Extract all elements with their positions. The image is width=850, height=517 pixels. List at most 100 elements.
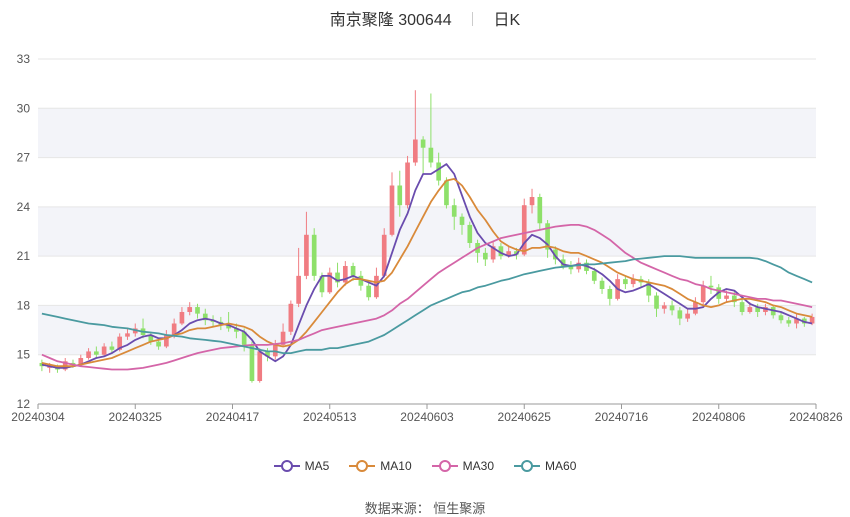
candle (412, 90, 418, 166)
candle-body (249, 344, 255, 381)
candle (685, 308, 690, 322)
candle-body (778, 315, 784, 321)
ma-line-ma10 (41, 178, 813, 368)
candle-body (280, 331, 286, 345)
candle-body (358, 275, 364, 286)
candle-body (179, 312, 185, 324)
candle (755, 303, 760, 317)
candle-body (483, 252, 488, 260)
candle (778, 312, 784, 324)
legend-item-ma60[interactable]: MA60 (514, 459, 576, 473)
candle (591, 267, 597, 285)
candle-body (101, 346, 107, 355)
candle (202, 308, 208, 326)
legend-item-ma10[interactable]: MA10 (349, 459, 412, 473)
candle-body (623, 279, 628, 285)
grid-band (38, 108, 816, 158)
candle-body (202, 313, 208, 321)
candle (428, 93, 434, 168)
candle (623, 275, 628, 289)
legend-item-ma30[interactable]: MA30 (431, 459, 495, 473)
x-tick-label: 20240325 (109, 410, 163, 424)
candle (257, 348, 263, 383)
candle-body (412, 139, 418, 163)
candle (265, 348, 270, 362)
x-tick-label: 20240603 (400, 410, 454, 424)
candle-body (350, 266, 356, 276)
candle-body (148, 335, 154, 342)
candle-body (685, 313, 690, 319)
candle (366, 282, 371, 301)
candle (327, 267, 333, 294)
x-tick-label: 20240417 (206, 410, 260, 424)
chart-legend: MA5 MA10 MA30 MA60 (0, 459, 850, 473)
y-tick-label: 12 (17, 397, 31, 411)
candle-body (786, 320, 792, 324)
candle-body (296, 275, 301, 304)
candle-body (335, 272, 340, 283)
candle-body (599, 280, 605, 289)
candle-body (436, 162, 442, 181)
legend-label: MA60 (545, 459, 577, 473)
candle (483, 247, 488, 266)
candle-body (125, 333, 130, 337)
candle (397, 170, 403, 217)
legend-marker-icon (514, 460, 541, 472)
candle-body (459, 216, 465, 225)
candle-body (327, 272, 333, 293)
chart-title: 南京聚隆 300644 (329, 12, 452, 29)
legend-item-ma5[interactable]: MA5 (273, 459, 329, 473)
candle-body (568, 266, 574, 270)
candle-body (156, 341, 161, 347)
x-tick-label: 20240716 (595, 410, 649, 424)
legend-label: MA30 (462, 459, 495, 473)
legend-label: MA10 (380, 459, 412, 473)
candle-body (257, 351, 263, 381)
candle (739, 298, 745, 316)
candle (545, 220, 550, 258)
candle-body (731, 295, 737, 303)
candle-body (654, 295, 659, 309)
y-tick-label: 27 (17, 151, 31, 165)
candle-body (109, 346, 115, 350)
moving-average-lines (41, 163, 813, 371)
candle (661, 302, 667, 314)
candle-body (241, 331, 247, 345)
candle (187, 302, 193, 316)
candle-body (319, 275, 325, 293)
candle (669, 300, 675, 316)
candle-body (342, 266, 348, 283)
candle (459, 213, 465, 235)
x-tick-label: 20240826 (789, 410, 843, 424)
candle-body (498, 246, 504, 257)
candle-body (607, 289, 613, 299)
candle-body (467, 224, 473, 243)
candle-body (490, 246, 496, 260)
candle-body (234, 328, 239, 332)
candle (288, 300, 294, 335)
candle-body (389, 185, 395, 235)
candle-body (366, 285, 371, 298)
grid-band (38, 305, 816, 355)
legend-marker-icon (349, 460, 376, 472)
candle-body (677, 310, 683, 319)
legend-marker-icon (431, 460, 458, 472)
candle-body (311, 234, 317, 276)
candle-body (724, 295, 729, 299)
candle (475, 239, 480, 263)
candle (654, 292, 659, 317)
candle (148, 331, 154, 345)
title-separator (472, 12, 474, 26)
x-tick-label: 20240304 (11, 410, 65, 424)
candle (342, 261, 348, 286)
candle-body (451, 205, 457, 217)
candle (381, 228, 387, 278)
candle-body (405, 162, 410, 206)
period-label: 日K (493, 12, 521, 29)
y-tick-label: 18 (17, 298, 31, 312)
candle-body (537, 197, 543, 224)
candle-body (226, 325, 231, 329)
ma-line-ma30 (41, 224, 813, 371)
candle-body (171, 323, 177, 335)
